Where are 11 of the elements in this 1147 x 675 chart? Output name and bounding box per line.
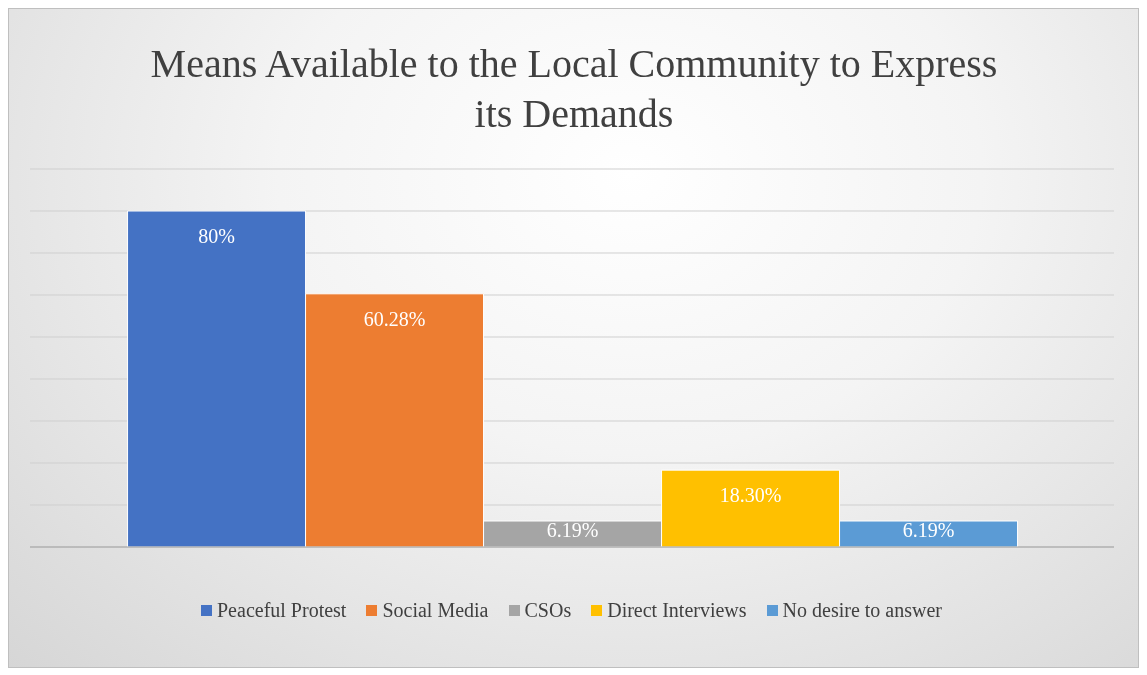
legend-label: Direct Interviews [607,599,747,622]
legend-label: No desire to answer [782,599,942,622]
data-label: 18.30% [719,484,782,507]
data-label: 6.19% [902,519,955,541]
chart-title: Means Available to the Local Community to Express its Demands [149,40,999,138]
data-label: 6.19% [546,519,599,541]
text: Peaceful Protest [217,599,347,622]
data-label: 60.28% [363,307,426,330]
data-label: 80% [198,225,235,247]
legend-label: CSOs [524,599,572,622]
legend-label: Social Media [382,599,489,622]
